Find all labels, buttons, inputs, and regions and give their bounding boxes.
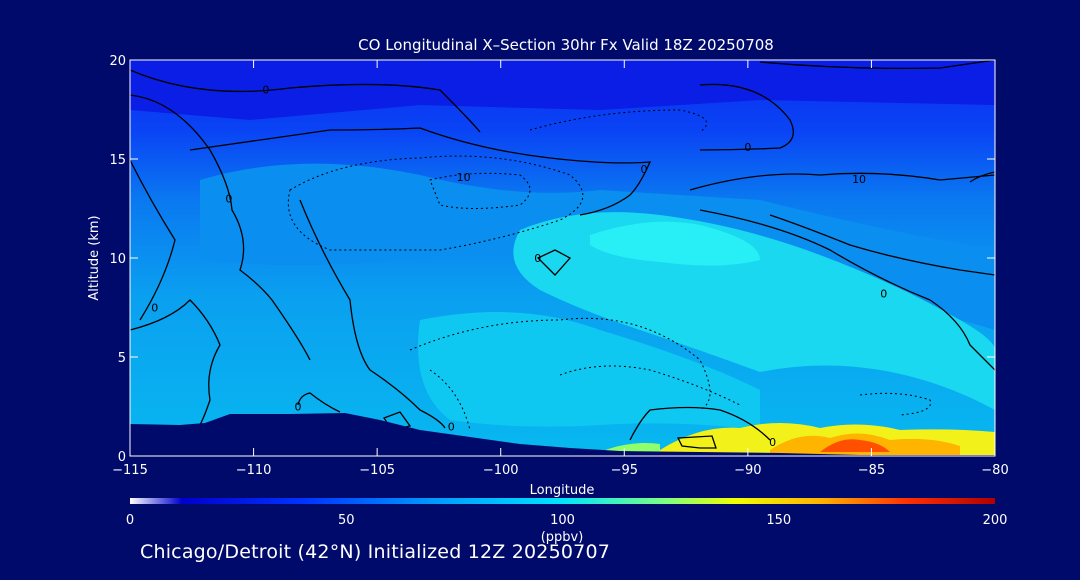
- contour-line: [189, 127, 652, 216]
- contour-dotted: [429, 172, 531, 209]
- contour-dotted: [859, 392, 932, 416]
- x-tick-label: −105: [359, 463, 395, 478]
- contour-line: [130, 159, 176, 321]
- dotted-contours: [287, 109, 932, 431]
- x-tick-label: −115: [112, 463, 148, 478]
- x-tick-label: −90: [734, 463, 761, 478]
- field-surface-red: [820, 439, 890, 452]
- contour-label: 10: [457, 171, 471, 184]
- plot-area: 0 0 0 10 0 0 0 10 0 0 0 0: [130, 60, 995, 456]
- contour-label: 0: [641, 163, 648, 176]
- contour-line: [130, 69, 481, 133]
- colorbar-unit-label: (ppbv): [541, 530, 584, 545]
- x-tick-label: −100: [483, 463, 519, 478]
- contour-label: 10: [852, 173, 866, 186]
- contour-polygon-small: [536, 249, 572, 276]
- chart-title: CO Longitudinal X–Section 30hr Fx Valid …: [358, 36, 774, 54]
- y-axis: 0 5 10 15 20: [109, 54, 995, 465]
- contour-label: 0: [769, 436, 776, 449]
- field-upper-band: [130, 60, 995, 120]
- solid-contours: [130, 60, 995, 449]
- contour-line: [769, 214, 995, 276]
- x-tick-label: −110: [236, 463, 272, 478]
- field-low-band: [418, 312, 760, 430]
- y-tick-label: 20: [109, 54, 126, 69]
- contour-line: [699, 209, 995, 371]
- colorbar-tick-label: 200: [983, 513, 1008, 528]
- contour-label: 0: [534, 252, 541, 265]
- contour-line: [759, 60, 995, 70]
- contour-label: 0: [880, 288, 887, 301]
- contour-line: [969, 171, 995, 183]
- contour-label: 0: [225, 193, 232, 206]
- contour-dotted: [529, 109, 708, 133]
- contour-dotted: [287, 155, 584, 251]
- colorbar-ticks: 0 50 100 150 200: [126, 513, 1008, 528]
- y-tick-label: 15: [109, 153, 126, 168]
- contour-line: [297, 392, 341, 413]
- colorbar-tick-label: 50: [338, 513, 355, 528]
- contour-line: [299, 199, 446, 429]
- y-axis-label: Altitude (km): [87, 215, 102, 300]
- field-cyan-core: [513, 212, 995, 410]
- x-tick-label: −80: [981, 463, 1008, 478]
- y-tick-label: 0: [118, 450, 126, 465]
- contour-line: [130, 94, 311, 361]
- colorbar-tick-label: 150: [766, 513, 791, 528]
- contour-label: 0: [262, 84, 269, 97]
- contour-line: [130, 299, 221, 426]
- contour-dotted: [429, 369, 471, 431]
- contour-label: 0: [448, 420, 455, 433]
- contour-dotted: [559, 365, 741, 406]
- contour-label: 0: [295, 401, 302, 414]
- y-tick-label: 5: [118, 351, 126, 366]
- contour-line: [689, 172, 995, 191]
- contour-label: 0: [151, 302, 158, 315]
- x-tick-label: −85: [858, 463, 885, 478]
- colorbar-tick-label: 100: [550, 513, 575, 528]
- x-axis-label: Longitude: [530, 483, 595, 498]
- contour-line: [629, 406, 771, 441]
- colorbar-tick-label: 0: [126, 513, 134, 528]
- x-axis: −115 −110 −105 −100 −95 −90 −85 −80: [112, 60, 1009, 478]
- contour-polygon-surface: [676, 435, 717, 449]
- contour-line: [699, 83, 794, 151]
- field-bright-core: [590, 221, 760, 266]
- run-footer: Chicago/Detroit (42°N) Initialized 12Z 2…: [140, 541, 611, 563]
- colorbar: [130, 498, 995, 504]
- y-tick-label: 10: [109, 252, 126, 267]
- x-tick-label: −95: [611, 463, 638, 478]
- contour-labels: 0 0 0 10 0 0 0 10 0 0 0 0: [151, 84, 887, 449]
- terrain-mask: [130, 413, 995, 456]
- contour-label: 0: [744, 141, 751, 154]
- contour-dotted: [409, 317, 711, 411]
